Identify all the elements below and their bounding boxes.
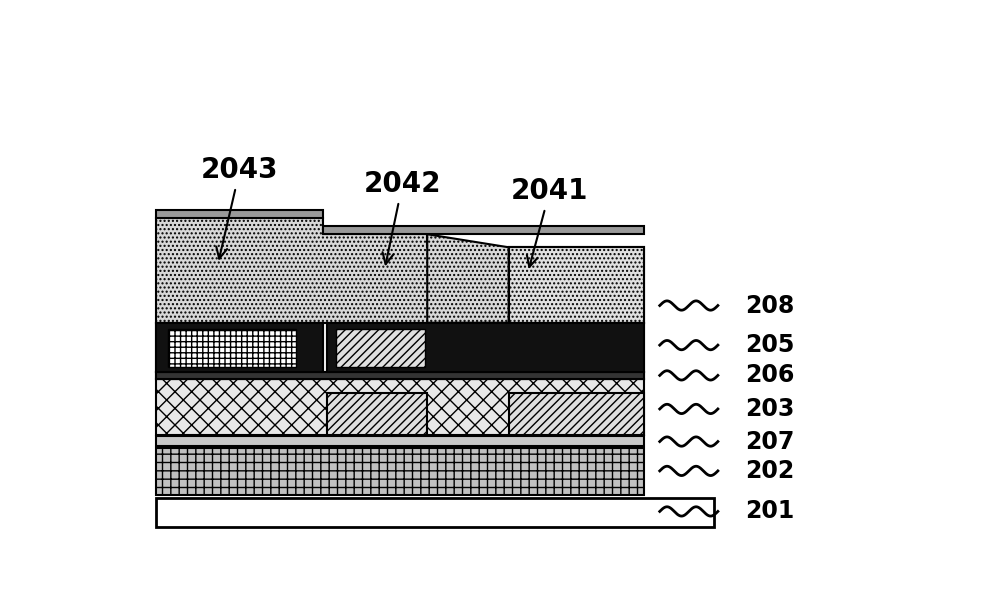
FancyBboxPatch shape	[156, 209, 323, 218]
Text: 2041: 2041	[511, 177, 588, 267]
FancyBboxPatch shape	[156, 498, 714, 527]
FancyBboxPatch shape	[156, 322, 323, 371]
Text: 203: 203	[745, 397, 794, 421]
Text: 208: 208	[745, 293, 794, 318]
FancyBboxPatch shape	[326, 393, 427, 435]
FancyBboxPatch shape	[156, 371, 644, 379]
Text: 201: 201	[745, 500, 794, 523]
FancyBboxPatch shape	[336, 329, 425, 367]
Text: 206: 206	[745, 364, 794, 387]
Text: 2042: 2042	[364, 171, 441, 264]
FancyBboxPatch shape	[156, 371, 644, 379]
Polygon shape	[156, 218, 644, 322]
FancyBboxPatch shape	[326, 322, 644, 371]
Text: 205: 205	[745, 333, 794, 357]
FancyBboxPatch shape	[326, 322, 644, 371]
FancyBboxPatch shape	[168, 329, 296, 367]
FancyBboxPatch shape	[156, 448, 644, 495]
Polygon shape	[427, 234, 509, 322]
FancyBboxPatch shape	[323, 226, 644, 234]
FancyBboxPatch shape	[156, 379, 644, 435]
Text: 202: 202	[745, 459, 794, 483]
FancyBboxPatch shape	[156, 322, 323, 371]
FancyBboxPatch shape	[156, 436, 644, 446]
FancyBboxPatch shape	[509, 247, 644, 322]
FancyBboxPatch shape	[168, 329, 296, 367]
FancyBboxPatch shape	[509, 393, 644, 435]
FancyBboxPatch shape	[336, 329, 425, 367]
Text: 2043: 2043	[201, 157, 278, 258]
Text: 207: 207	[745, 430, 794, 454]
